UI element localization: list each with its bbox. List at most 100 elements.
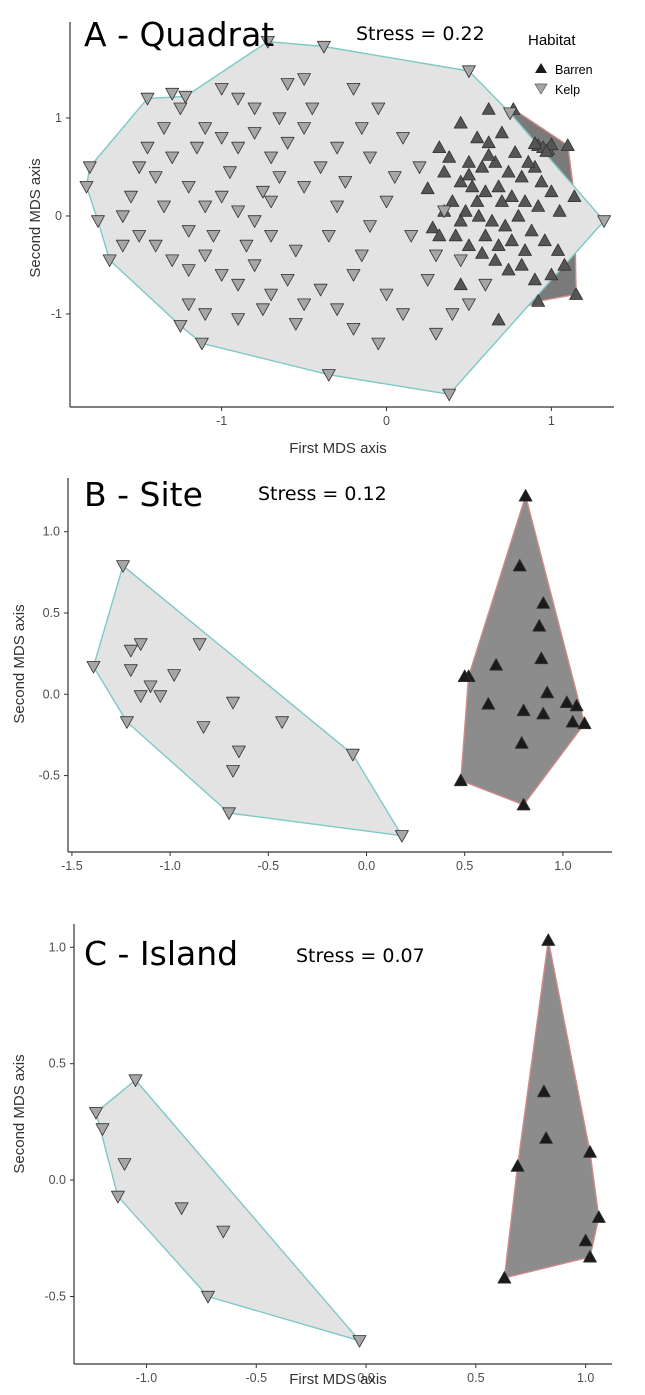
panel-a-quadrat: -1 0 1 -1 0 1 A - Quadrat Stress = 0.22 First… bbox=[27, 15, 614, 457]
panel-c-stress: Stress = 0.07 bbox=[296, 945, 425, 967]
panel-b-point-barren bbox=[516, 797, 531, 811]
panel-c-point-barren bbox=[539, 1131, 553, 1144]
panel-a-point-kelp bbox=[316, 40, 331, 54]
panel-a-point-kelp bbox=[396, 308, 410, 321]
panel-a-point-kelp bbox=[354, 249, 369, 263]
panel-a-point-kelp bbox=[330, 200, 345, 214]
panel-c-x-tick-label: -1.0 bbox=[136, 1371, 158, 1385]
panel-b-y-tick-label: 0.5 bbox=[43, 606, 60, 620]
panel-a-point-barren bbox=[453, 213, 468, 227]
panel-c-point-barren bbox=[591, 1210, 606, 1223]
panel-b-point-barren bbox=[534, 651, 549, 665]
panel-a-point-barren bbox=[518, 194, 532, 207]
panel-b-point-barren bbox=[512, 558, 527, 572]
panel-a-point-kelp bbox=[503, 107, 517, 120]
panel-a-point-kelp bbox=[346, 269, 361, 282]
panel-b-hull-barren bbox=[460, 495, 586, 806]
panel-a-point-barren bbox=[453, 174, 468, 188]
panel-a-point-barren bbox=[567, 189, 582, 203]
panel-a-legend: Habitat Barren Kelp bbox=[528, 32, 593, 97]
panel-a-point-barren bbox=[544, 184, 559, 198]
panel-a-point-kelp bbox=[148, 239, 163, 253]
panel-b-x-tick-label: -1.5 bbox=[61, 859, 83, 873]
panel-a-point-kelp bbox=[272, 112, 287, 125]
panel-a-point-kelp bbox=[165, 254, 180, 268]
panel-a-series-kelp bbox=[79, 36, 611, 402]
panel-b-point-kelp bbox=[394, 830, 409, 843]
panel-c-y-tick-label: 0.5 bbox=[49, 1057, 66, 1071]
panel-c-ylabel: Second MDS axis bbox=[11, 1054, 28, 1173]
panel-a-point-kelp bbox=[198, 122, 213, 135]
panel-a-point-kelp bbox=[102, 254, 117, 268]
panel-b-point-kelp bbox=[167, 669, 182, 682]
panel-a-point-barren bbox=[491, 238, 506, 252]
panel-a-point-barren bbox=[453, 277, 468, 291]
panel-a-point-barren bbox=[544, 267, 559, 281]
panel-c-point-kelp bbox=[352, 1335, 367, 1348]
panel-b-point-kelp bbox=[143, 680, 158, 693]
panel-c-point-kelp bbox=[216, 1225, 231, 1239]
panel-a-point-barren bbox=[508, 145, 522, 158]
panel-b-point-barren bbox=[514, 736, 529, 749]
panel-a-point-kelp bbox=[132, 161, 147, 174]
panel-a-point-kelp bbox=[82, 161, 97, 174]
panel-a-point-barren bbox=[461, 155, 476, 168]
panel-a-point-barren bbox=[470, 130, 485, 144]
panel-a-point-barren bbox=[437, 164, 452, 178]
panel-c-y-tick-label: -0.5 bbox=[44, 1289, 66, 1303]
panel-a-point-kelp bbox=[140, 92, 155, 106]
panel-b-point-barren bbox=[457, 669, 472, 682]
panel-a-point-barren bbox=[471, 209, 486, 222]
panel-c-point-kelp bbox=[111, 1190, 125, 1204]
panel-a-point-barren bbox=[481, 102, 496, 115]
panel-a-point-barren bbox=[528, 272, 542, 286]
panel-a-point-kelp bbox=[157, 200, 171, 214]
panel-b-series-barren bbox=[453, 488, 592, 811]
panel-a-point-barren bbox=[537, 233, 552, 247]
panel-a-point-kelp bbox=[214, 190, 229, 204]
panel-a-y-tick-label: 0 bbox=[55, 209, 62, 223]
panel-a-point-kelp bbox=[297, 122, 312, 135]
panel-a-point-kelp bbox=[330, 141, 345, 155]
panel-c-point-barren bbox=[537, 1084, 551, 1098]
panel-b-point-barren bbox=[532, 619, 547, 632]
panel-c-series-barren bbox=[497, 933, 606, 1284]
panel-a-point-barren bbox=[453, 116, 468, 129]
panel-a-point-kelp bbox=[260, 36, 275, 49]
panel-c-x-tick-label: -0.5 bbox=[245, 1371, 267, 1385]
panel-a-point-kelp bbox=[79, 180, 94, 194]
panel-a-point-kelp bbox=[461, 298, 476, 312]
panel-a-point-kelp bbox=[442, 388, 457, 402]
panel-b-point-barren bbox=[518, 488, 533, 502]
panel-b-stress: Stress = 0.12 bbox=[258, 483, 387, 505]
panel-a-point-barren bbox=[458, 204, 473, 217]
panel-c-point-barren bbox=[541, 933, 556, 946]
panel-a-point-kelp bbox=[214, 83, 229, 96]
panel-a-point-kelp bbox=[189, 141, 204, 155]
panel-a-point-barren bbox=[481, 135, 496, 149]
panel-a-hull-kelp bbox=[85, 40, 605, 395]
panel-b-y-tick-label: 0.0 bbox=[43, 687, 60, 701]
panel-a-point-barren bbox=[481, 148, 496, 161]
panel-a-point-kelp bbox=[313, 161, 328, 174]
panel-a-point-kelp bbox=[206, 229, 221, 243]
panel-a-point-kelp bbox=[222, 166, 237, 179]
panel-c-xlabel: First MDS axis bbox=[289, 1371, 387, 1388]
panel-a-point-barren bbox=[501, 262, 516, 276]
panel-a-point-kelp bbox=[198, 200, 213, 214]
panel-c-point-kelp bbox=[128, 1074, 143, 1087]
panel-a-point-kelp bbox=[404, 229, 419, 243]
panel-a-point-barren bbox=[504, 233, 519, 247]
panel-b-point-barren bbox=[516, 703, 531, 717]
panel-a-point-barren bbox=[531, 199, 546, 212]
panel-a-point-kelp bbox=[115, 239, 130, 253]
panel-a-point-barren bbox=[432, 228, 447, 242]
panel-a-point-kelp bbox=[181, 264, 196, 277]
panel-a-point-kelp bbox=[181, 180, 196, 194]
panel-a-point-kelp bbox=[371, 102, 386, 116]
panel-a-point-kelp bbox=[231, 141, 246, 155]
panel-a-point-kelp bbox=[272, 171, 287, 184]
panel-a-y-tick-label: 1 bbox=[55, 111, 62, 125]
panel-a-xlabel: First MDS axis bbox=[289, 440, 387, 457]
